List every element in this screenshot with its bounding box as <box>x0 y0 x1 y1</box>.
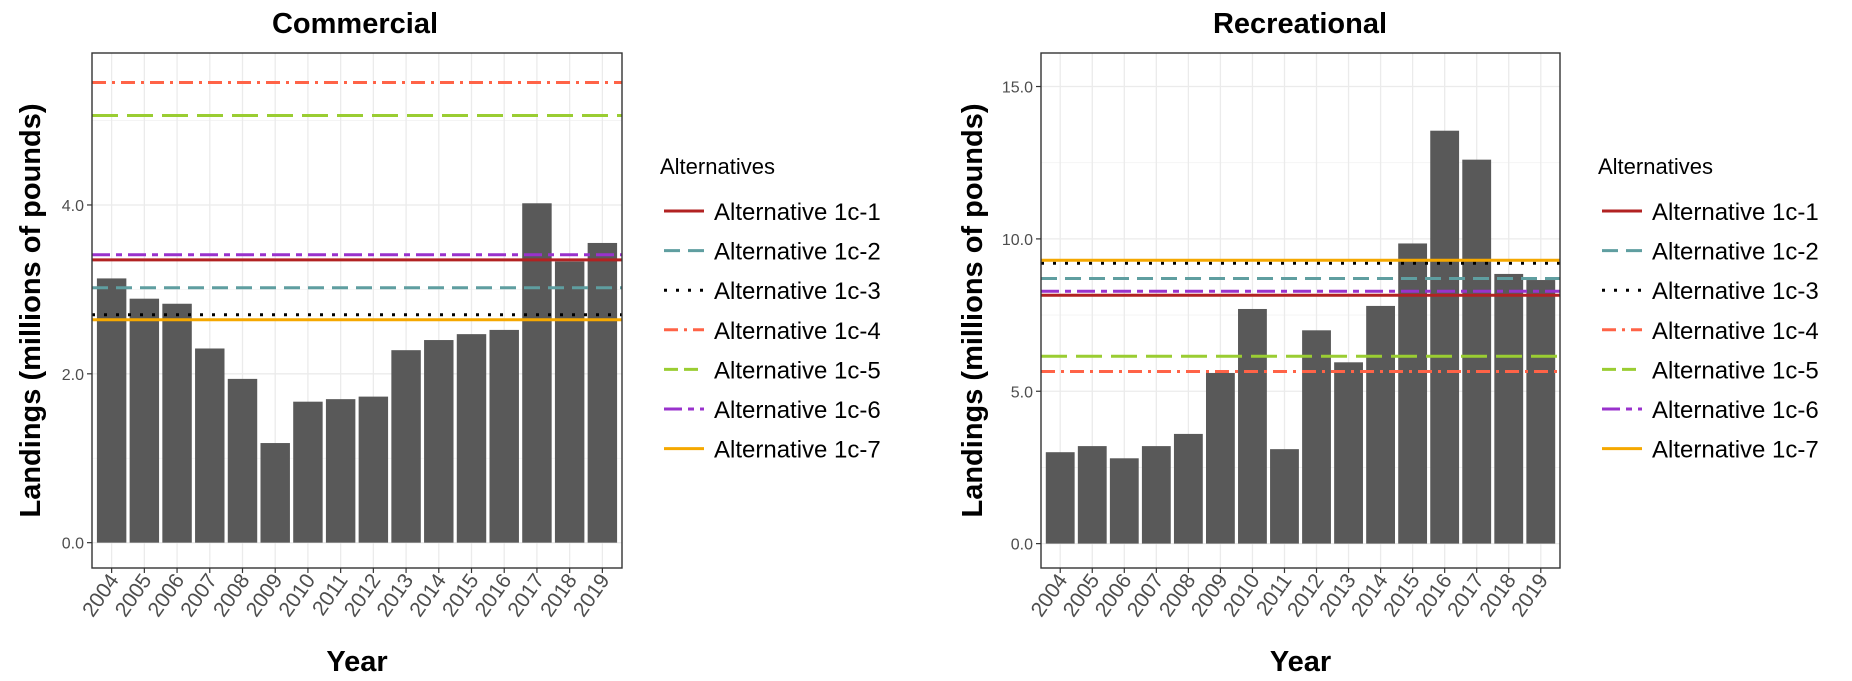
bar-2011 <box>1270 449 1299 544</box>
x-axis: 2004200520062007200820092010201120122013… <box>78 568 614 621</box>
legend: Alternatives Alternative 1c-1 Alternative … <box>1598 154 1819 464</box>
bar-2019 <box>1526 280 1556 544</box>
y-tick-label: 0.0 <box>1011 537 1033 554</box>
bar-2015 <box>456 334 487 543</box>
y-tick-label: 10.0 <box>1002 232 1033 249</box>
legend-label-5: Alternative 1c-5 <box>1652 357 1819 384</box>
bar-2005 <box>129 298 160 543</box>
legend-title: Alternatives <box>1598 154 1713 179</box>
legend-title: Alternatives <box>660 154 775 179</box>
bar-2007 <box>1141 446 1171 544</box>
x-tick-label: 2008 <box>209 570 255 621</box>
y-tick-label: 4.0 <box>62 198 84 215</box>
y-tick-label: 15.0 <box>1002 80 1033 97</box>
x-tick-label: 2010 <box>274 570 320 621</box>
legend-label-7: Alternative 1c-7 <box>1652 437 1819 464</box>
y-tick-label: 5.0 <box>1011 384 1033 401</box>
y-tick-label: 0.0 <box>62 536 84 553</box>
bar-2012 <box>358 396 389 543</box>
legend-label-4: Alternative 1c-4 <box>714 318 881 345</box>
x-axis-title: Year <box>326 646 387 678</box>
bar-2006 <box>162 303 192 543</box>
chart-panel-2: 0.0 5.0 10.0 15.0 20042005200620072008200920… <box>957 8 1819 678</box>
bar-2016 <box>489 329 519 543</box>
x-tick-label: 2019 <box>1507 570 1553 621</box>
legend-label-1: Alternative 1c-1 <box>714 199 881 226</box>
bar-2009 <box>260 443 290 543</box>
bar-2014 <box>424 340 454 543</box>
chart-panel-1: 0.0 2.0 4.0 2004200520062007200820092010201… <box>15 8 881 678</box>
legend-label-7: Alternative 1c-7 <box>714 437 881 464</box>
bar-2012 <box>1302 330 1331 544</box>
reference-lines <box>1041 258 1560 373</box>
bar-2013 <box>1334 362 1363 544</box>
bar-2008 <box>1173 433 1203 544</box>
y-tick-label: 2.0 <box>62 367 84 384</box>
x-tick-label: 2007 <box>176 570 222 621</box>
x-tick-label: 2013 <box>373 570 419 621</box>
x-tick-label: 2015 <box>438 570 484 621</box>
y-axis: 0.0 2.0 4.0 <box>62 198 92 553</box>
bar-2010 <box>1238 308 1267 544</box>
x-axis-title: Year <box>1270 646 1331 678</box>
bar-2016 <box>1430 130 1460 544</box>
y-axis: 0.0 5.0 10.0 15.0 <box>1002 80 1041 554</box>
bar-2005 <box>1077 446 1107 544</box>
legend: Alternatives Alternative 1c-1 Alternative … <box>660 154 881 464</box>
bar-2018 <box>1494 273 1524 544</box>
bars <box>1045 130 1556 544</box>
bar-2017 <box>1462 159 1492 544</box>
x-tick-label: 2018 <box>536 570 582 621</box>
panel-border <box>91 52 623 569</box>
legend-label-6: Alternative 1c-6 <box>1652 397 1819 424</box>
x-tick-label: 2009 <box>242 570 288 621</box>
legend-label-2: Alternative 1c-2 <box>714 239 881 266</box>
x-tick-label: 2017 <box>503 570 549 621</box>
bar-2018 <box>554 261 585 543</box>
bar-2015 <box>1398 243 1428 544</box>
x-axis: 2004200520062007200820092010201120122013… <box>1027 568 1553 621</box>
bar-2009 <box>1205 372 1235 544</box>
y-axis-title: Landings (millions of pounds) <box>15 103 47 517</box>
x-tick-label: 2012 <box>340 570 386 621</box>
chart-title: Commercial <box>272 8 438 40</box>
x-tick-label: 2016 <box>471 570 517 621</box>
bar-2004 <box>1045 452 1075 544</box>
x-tick-label: 2010 <box>1219 570 1265 621</box>
x-tick-label: 2006 <box>144 570 190 621</box>
legend-label-6: Alternative 1c-6 <box>714 397 881 424</box>
reference-lines <box>92 81 622 322</box>
bar-2013 <box>391 350 421 543</box>
legend-label-3: Alternative 1c-3 <box>1652 278 1819 305</box>
bar-2014 <box>1366 305 1396 544</box>
y-axis-title: Landings (millions of pounds) <box>957 103 989 517</box>
legend-label-4: Alternative 1c-4 <box>1652 318 1819 345</box>
bar-2006 <box>1109 458 1139 544</box>
bar-2010 <box>293 401 323 543</box>
bar-2008 <box>227 378 258 543</box>
chart-title: Recreational <box>1213 8 1387 40</box>
bar-2007 <box>195 348 225 543</box>
bar-2004 <box>96 278 127 543</box>
bar-2019 <box>587 242 618 543</box>
legend-label-1: Alternative 1c-1 <box>1652 199 1819 226</box>
legend-label-2: Alternative 1c-2 <box>1652 239 1819 266</box>
legend-label-5: Alternative 1c-5 <box>714 357 881 384</box>
panel-border <box>1040 52 1561 569</box>
bars <box>96 203 618 543</box>
bar-2011 <box>325 399 356 543</box>
legend-label-3: Alternative 1c-3 <box>714 278 881 305</box>
x-tick-label: 2019 <box>569 570 615 621</box>
